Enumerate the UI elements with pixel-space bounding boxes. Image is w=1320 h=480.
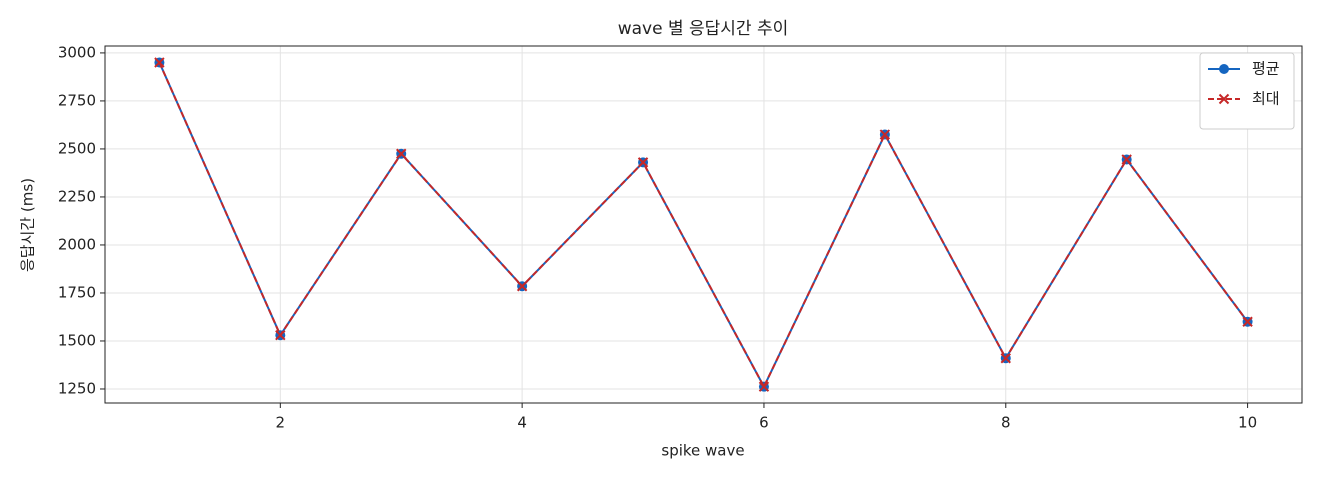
y-tick-label: 1500 bbox=[58, 331, 96, 349]
series-line bbox=[158, 62, 1249, 389]
series-line bbox=[158, 62, 1249, 389]
y-tick-label: 1750 bbox=[58, 283, 96, 301]
data-point bbox=[1000, 353, 1011, 364]
data-point bbox=[396, 148, 407, 159]
data-point bbox=[879, 129, 891, 140]
data-point bbox=[154, 57, 165, 68]
legend-box bbox=[1199, 52, 1295, 130]
x-tick-label: 8 bbox=[1001, 414, 1011, 432]
legend-label: 평균 bbox=[1252, 60, 1280, 78]
y-tick-label: 2750 bbox=[58, 91, 96, 109]
plot-frame bbox=[104, 45, 1303, 404]
y-tick-label: 2250 bbox=[58, 187, 96, 205]
x-tick-label: 10 bbox=[1238, 414, 1257, 432]
legend-marker bbox=[1218, 93, 1230, 105]
data-point bbox=[1242, 316, 1253, 327]
x-tick-label: 6 bbox=[759, 414, 769, 432]
y-tick-label: 1250 bbox=[58, 379, 96, 397]
y-axis-label: 응답시간 (ms) bbox=[19, 178, 37, 272]
data-point bbox=[516, 281, 528, 292]
data-point bbox=[275, 330, 286, 341]
legend-label: 최대 bbox=[1252, 90, 1280, 108]
chart-title: wave 별 응답시간 추이 bbox=[618, 19, 789, 39]
x-tick-label: 2 bbox=[276, 414, 286, 432]
x-tick-label: 4 bbox=[517, 414, 527, 432]
y-tick-label: 2500 bbox=[58, 139, 96, 157]
data-point bbox=[1121, 154, 1132, 165]
legend-marker bbox=[1219, 64, 1229, 74]
y-tick-label: 3000 bbox=[58, 43, 96, 61]
data-point bbox=[637, 157, 649, 168]
data-point bbox=[758, 381, 770, 392]
x-axis-label: spike wave bbox=[661, 442, 744, 460]
y-tick-label: 2000 bbox=[58, 235, 96, 253]
